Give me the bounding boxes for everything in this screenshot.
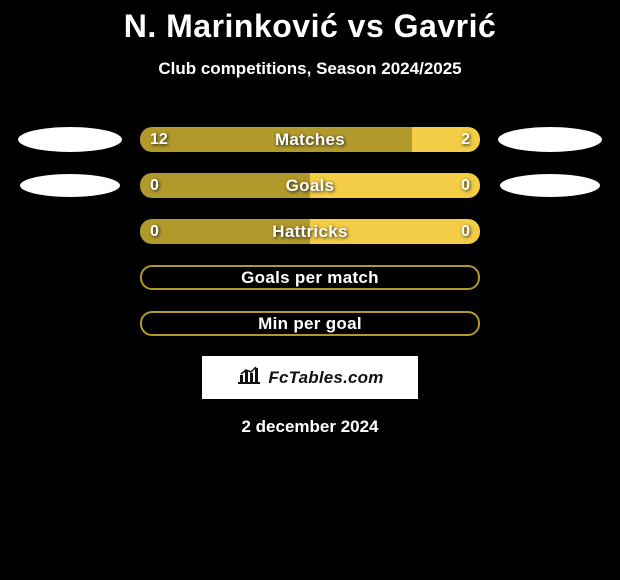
stat-row: 00Hattricks xyxy=(0,219,620,244)
stat-row: 122Matches xyxy=(0,127,620,152)
bar-chart-icon xyxy=(236,365,262,390)
left-ellipse-slot xyxy=(0,174,140,197)
stat-row: Min per goal xyxy=(0,311,620,336)
stat-row: Goals per match xyxy=(0,265,620,290)
comparison-rows: 122Matches 00Goals 00Hattricks Goals per ma… xyxy=(0,127,620,336)
player-right-ellipse xyxy=(498,127,602,152)
subtitle: Club competitions, Season 2024/2025 xyxy=(0,59,620,79)
stat-bar: Min per goal xyxy=(140,311,480,336)
right-ellipse-slot xyxy=(480,127,620,152)
player-left-ellipse xyxy=(20,174,120,197)
page-title: N. Marinković vs Gavrić xyxy=(0,0,620,45)
stat-label: Hattricks xyxy=(140,219,480,244)
stat-bar: 00Goals xyxy=(140,173,480,198)
stat-row: 00Goals xyxy=(0,173,620,198)
stat-bar: 00Hattricks xyxy=(140,219,480,244)
stat-bar: 122Matches xyxy=(140,127,480,152)
left-ellipse-slot xyxy=(0,127,140,152)
player-right-ellipse xyxy=(500,174,600,197)
stat-label: Goals xyxy=(140,173,480,198)
footer-brand-box: FcTables.com xyxy=(202,356,418,399)
right-ellipse-slot xyxy=(480,174,620,197)
stat-label: Min per goal xyxy=(142,313,478,334)
stat-label: Matches xyxy=(140,127,480,152)
footer-date: 2 december 2024 xyxy=(0,417,620,437)
stat-label: Goals per match xyxy=(142,267,478,288)
player-left-ellipse xyxy=(18,127,122,152)
footer-brand-text: FcTables.com xyxy=(268,368,383,388)
stat-bar: Goals per match xyxy=(140,265,480,290)
